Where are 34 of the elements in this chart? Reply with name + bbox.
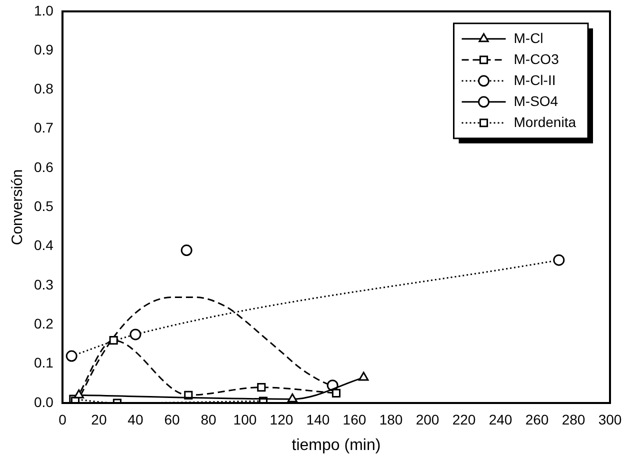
x-tick-label: 240	[488, 411, 512, 428]
y-tick-label: 0.2	[34, 316, 54, 332]
x-tick-label: 120	[270, 411, 294, 428]
x-tick-label: 0	[58, 411, 67, 428]
x-tick-label: 60	[164, 411, 180, 428]
x-tick-label: 280	[562, 411, 586, 428]
y-tick-label: 0.8	[34, 80, 54, 97]
y-tick-label: 0.5	[34, 198, 54, 214]
x-tick-label: 100	[233, 411, 257, 428]
legend-label: M-Cl	[514, 30, 544, 46]
x-tick-label: 140	[306, 411, 330, 428]
legend-label: M-Cl-II	[514, 72, 556, 88]
x-tick-label: 40	[128, 411, 144, 428]
y-tick-label: 0.3	[34, 276, 54, 292]
y-tick-label: 0.0	[34, 394, 54, 410]
x-tick-label: 260	[525, 411, 549, 428]
y-tick-label: 0.9	[34, 41, 54, 58]
x-tick-label: 160	[342, 411, 366, 428]
x-tick-label: 220	[452, 411, 476, 428]
legend-label: M-CO3	[514, 50, 560, 67]
y-tick-label: 1.0	[34, 2, 54, 18]
x-tick-label: 80	[200, 411, 216, 428]
legend-label: M-SO4	[514, 92, 558, 109]
x-tick-label: 200	[416, 411, 440, 428]
x-axis-title: tiempo (min)	[292, 436, 381, 454]
y-axis-title: Conversión	[9, 169, 26, 246]
y-tick-label: 0.4	[34, 237, 54, 254]
y-tick-label: 0.7	[34, 120, 54, 136]
y-tick-label: 0.1	[34, 354, 54, 371]
y-tick-label: 0.6	[34, 158, 54, 175]
legend-label: Mordenita	[514, 114, 576, 130]
x-tick-label: 300	[598, 411, 622, 428]
x-tick-label: 20	[91, 411, 107, 428]
x-tick-label: 180	[379, 411, 403, 428]
